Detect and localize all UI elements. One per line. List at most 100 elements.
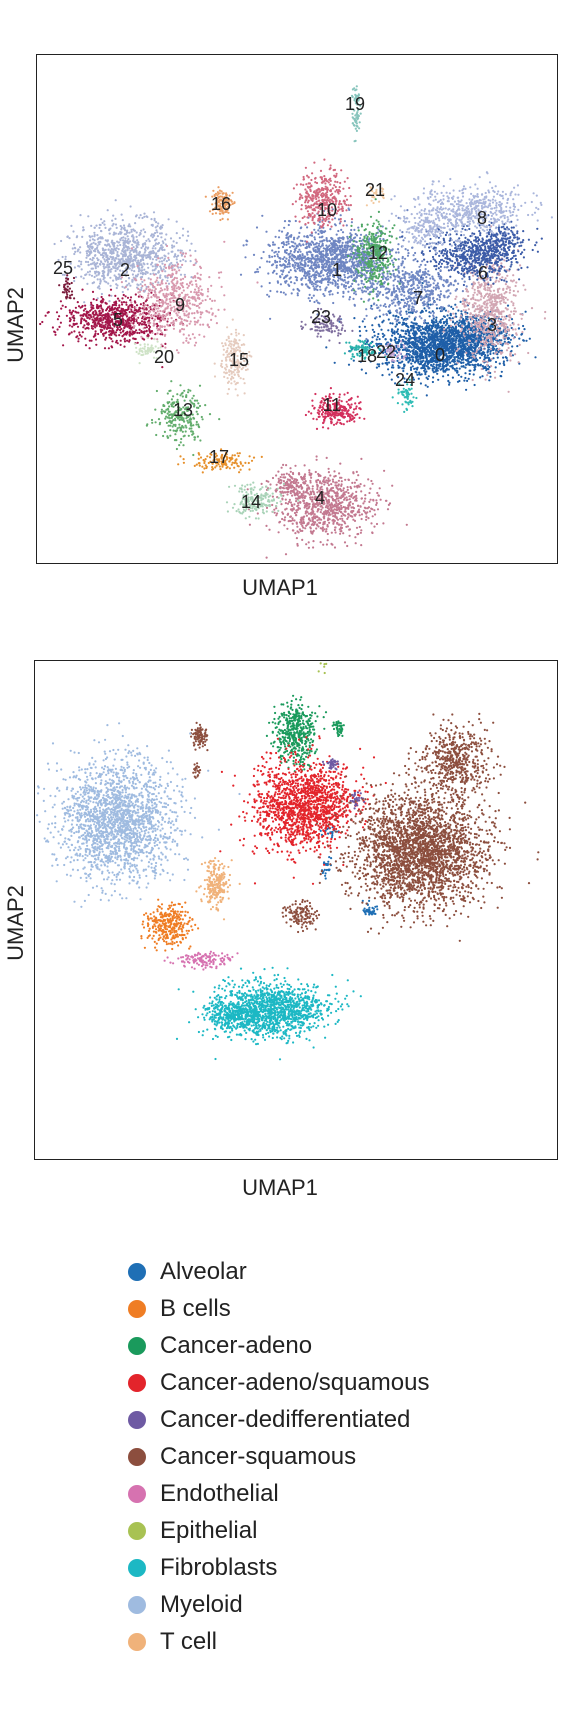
cluster-label-5: 5 bbox=[113, 310, 123, 330]
umap-celltype-panel: UMAP2 UMAP1 bbox=[0, 610, 581, 1210]
legend-swatch bbox=[128, 1410, 146, 1429]
cluster-25-points bbox=[58, 274, 76, 320]
legend-swatch bbox=[128, 1299, 146, 1318]
y-axis-label: UMAP2 bbox=[3, 885, 29, 961]
cluster-label-8: 8 bbox=[477, 208, 487, 228]
cluster-label-2: 2 bbox=[120, 260, 130, 280]
cluster-20-points bbox=[133, 336, 168, 365]
celltype-scatter-svg bbox=[36, 662, 540, 1061]
cluster-5-points bbox=[39, 288, 184, 369]
cluster-22-points bbox=[381, 340, 408, 363]
cluster-label-17: 17 bbox=[209, 447, 229, 467]
celltype-cancer-adeno-squamous-points bbox=[219, 735, 387, 885]
legend-label: B cells bbox=[160, 1295, 231, 1323]
cluster-label-7: 7 bbox=[413, 288, 423, 308]
legend-swatch bbox=[128, 1336, 146, 1355]
cluster-19-points bbox=[350, 85, 362, 143]
celltype-myeloid-points bbox=[36, 722, 241, 908]
legend-label: Cancer-dedifferentiated bbox=[160, 1406, 410, 1434]
cluster-9-points bbox=[120, 240, 259, 354]
legend-item-cancer-squamous: Cancer-squamous bbox=[128, 1438, 430, 1475]
celltype-endothelial-points bbox=[163, 950, 239, 971]
celltype-t-cell-points bbox=[195, 857, 241, 921]
celltype-cancer-adeno-points bbox=[265, 694, 345, 773]
legend-swatch bbox=[128, 1447, 146, 1466]
cluster-label-21: 21 bbox=[365, 180, 385, 200]
legend-item-endothelial: Endothelial bbox=[128, 1475, 430, 1512]
legend: Alveolar B cells Cancer-adeno Cancer-adeno/… bbox=[128, 1253, 430, 1660]
legend-item-cancer-adeno-squamous: Cancer-adeno/squamous bbox=[128, 1364, 430, 1401]
cluster-label-18: 18 bbox=[357, 346, 377, 366]
cluster-label-20: 20 bbox=[154, 347, 174, 367]
cluster-2-points bbox=[53, 199, 197, 307]
legend-label: T cell bbox=[160, 1628, 217, 1656]
cluster-11-points bbox=[304, 387, 366, 430]
cluster-3-points bbox=[442, 225, 547, 393]
celltype-alveolar-points bbox=[319, 826, 379, 916]
cluster-label-11: 11 bbox=[323, 395, 342, 415]
umap-cluster-panel: UMAP2 0 1 2 3 4 5 6 7 8 9 10 11 12 13 14 15 16 17 18 19 20 21… bbox=[0, 0, 581, 610]
cluster-label-10: 10 bbox=[317, 200, 337, 220]
legend-label: Epithelial bbox=[160, 1517, 257, 1545]
cluster-17-points bbox=[177, 448, 263, 474]
cluster-scatter-svg: 0123456789101112131415161718192021222324… bbox=[39, 85, 554, 559]
cluster-label-1: 1 bbox=[332, 260, 342, 280]
legend-item-cancer-dedifferentiated: Cancer-dedifferentiated bbox=[128, 1401, 430, 1438]
cluster-label-19: 19 bbox=[345, 94, 365, 114]
cluster-18-points bbox=[343, 339, 387, 360]
celltype-cancer-squamous-points bbox=[189, 712, 540, 942]
legend-swatch bbox=[128, 1632, 146, 1651]
cluster-label-14: 14 bbox=[241, 492, 261, 512]
legend-item-fibroblasts: Fibroblasts bbox=[128, 1549, 430, 1586]
legend-label: Cancer-adeno/squamous bbox=[160, 1369, 430, 1397]
cluster-label-16: 16 bbox=[211, 194, 231, 214]
legend-swatch bbox=[128, 1373, 146, 1392]
legend-swatch bbox=[128, 1558, 146, 1577]
x-axis-label: UMAP1 bbox=[242, 575, 318, 601]
cluster-label-22: 22 bbox=[376, 342, 396, 362]
cluster-24-points bbox=[391, 378, 418, 413]
legend-label: Cancer-adeno bbox=[160, 1332, 312, 1360]
cluster-label-9: 9 bbox=[175, 295, 185, 315]
cluster-label-23: 23 bbox=[311, 307, 331, 327]
legend-swatch bbox=[128, 1484, 146, 1503]
legend-label: Endothelial bbox=[160, 1480, 279, 1508]
cluster-0-points bbox=[325, 282, 537, 397]
cluster-6-points bbox=[399, 214, 543, 287]
celltype-cancer-dedifferentiated-points bbox=[321, 758, 366, 810]
cluster-label-12: 12 bbox=[368, 243, 388, 263]
cluster-7-points bbox=[354, 246, 484, 341]
legend-swatch bbox=[128, 1595, 146, 1614]
legend-item-myeloid: Myeloid bbox=[128, 1586, 430, 1623]
legend-item-alveolar: Alveolar bbox=[128, 1253, 430, 1290]
legend-item-epithelial: Epithelial bbox=[128, 1512, 430, 1549]
celltype-epithelial-points bbox=[317, 662, 328, 675]
cluster-label-3: 3 bbox=[487, 315, 497, 335]
cluster-10-points bbox=[291, 158, 354, 243]
legend-item-cancer-adeno: Cancer-adeno bbox=[128, 1327, 430, 1364]
legend-label: Alveolar bbox=[160, 1258, 247, 1286]
cluster-label-0: 0 bbox=[435, 345, 445, 365]
cluster-13-points bbox=[145, 380, 221, 457]
legend-label: Fibroblasts bbox=[160, 1554, 277, 1582]
cluster-21-points bbox=[365, 186, 385, 207]
cluster-8-points bbox=[385, 171, 554, 254]
cluster-label-6: 6 bbox=[478, 263, 488, 283]
cluster-label-13: 13 bbox=[173, 400, 193, 420]
cluster-14-points bbox=[225, 481, 300, 520]
cluster-label-15: 15 bbox=[229, 350, 249, 370]
cluster-16-points bbox=[204, 186, 236, 222]
legend-item-t-cell: T cell bbox=[128, 1623, 430, 1660]
cluster-label-24: 24 bbox=[395, 370, 415, 390]
legend-label: Myeloid bbox=[160, 1591, 243, 1619]
celltype-b-cells-points bbox=[140, 898, 200, 952]
cluster-label-25: 25 bbox=[53, 258, 73, 278]
cluster-label-4: 4 bbox=[315, 488, 325, 508]
y-axis-label: UMAP2 bbox=[3, 287, 29, 363]
cluster-12-points bbox=[347, 198, 401, 303]
celltype-plot-frame bbox=[34, 660, 558, 1160]
cluster-plot-frame: 0 1 2 3 4 5 6 7 8 9 10 11 12 13 14 15 16 17 18 19 20 21 22 23 24… bbox=[36, 54, 558, 564]
cluster-15-points bbox=[213, 318, 253, 397]
celltype-fibroblasts-points bbox=[175, 966, 362, 1061]
legend-swatch bbox=[128, 1262, 146, 1281]
